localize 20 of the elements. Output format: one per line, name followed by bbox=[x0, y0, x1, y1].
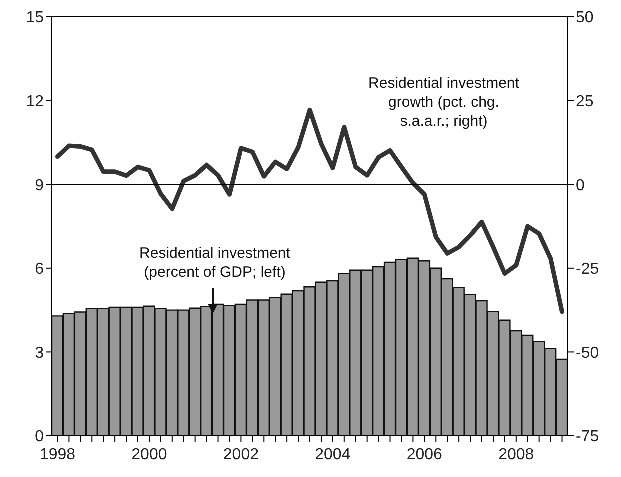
y2-tick-label: 0 bbox=[576, 177, 585, 194]
x-tick-label: 2008 bbox=[498, 446, 534, 464]
x-tick-label: 2004 bbox=[315, 446, 351, 464]
y-tick-label: 6 bbox=[35, 261, 44, 278]
y2-tick-label: -50 bbox=[576, 344, 600, 362]
y-tick-label: 15 bbox=[26, 10, 44, 27]
x-tick-label: 2006 bbox=[406, 446, 443, 464]
y-tick-label: 9 bbox=[35, 177, 44, 194]
y-tick-label: 3 bbox=[35, 344, 44, 362]
x-tick-label: 1998 bbox=[40, 446, 76, 464]
x-tick-label: 2002 bbox=[223, 446, 260, 464]
y2-tick-label: -75 bbox=[576, 428, 600, 446]
y-tick-label: 0 bbox=[35, 428, 44, 446]
x-tick-label: 2000 bbox=[132, 446, 168, 464]
annotation: Residential investment growth (pct. chg. s.a.a.r.; right) bbox=[368, 75, 520, 130]
annotation: Residential investment (percent of GDP; left) bbox=[140, 245, 292, 281]
y2-tick-label: 50 bbox=[576, 10, 594, 27]
y-tick-label: 12 bbox=[26, 93, 44, 110]
y2-tick-label: 25 bbox=[576, 93, 594, 110]
y2-tick-label: -25 bbox=[576, 261, 600, 278]
